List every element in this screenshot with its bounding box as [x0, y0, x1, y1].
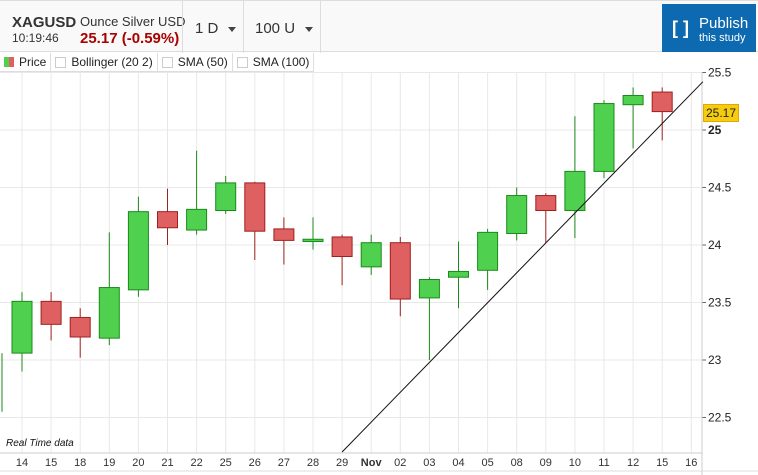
interval-dropdown[interactable]: 1 D	[195, 20, 237, 37]
divider	[320, 1, 321, 53]
x-tick-label: 26	[249, 457, 261, 469]
chevron-down-icon	[305, 26, 314, 32]
candle-down	[331, 236, 353, 257]
legend-sma100[interactable]: SMA (100)	[233, 53, 315, 71]
candle-down	[389, 242, 411, 300]
x-tick-label: 20	[132, 457, 144, 469]
candle-down	[69, 316, 91, 338]
candle-down	[273, 228, 295, 241]
x-tick-label: Nov	[361, 457, 383, 469]
candle-up	[622, 95, 644, 106]
publish-sublabel: this study	[699, 32, 746, 44]
checkbox[interactable]	[55, 56, 67, 68]
candle-down	[535, 195, 557, 212]
time: 10:19:46	[12, 31, 59, 45]
x-tick-label: 08	[511, 457, 523, 469]
realtime-note: Real Time data	[6, 438, 74, 449]
x-tick-label: 05	[481, 457, 493, 469]
x-tick-label: 04	[452, 457, 464, 469]
candle-up	[564, 170, 586, 211]
x-tick-label: 19	[103, 457, 115, 469]
trendline	[341, 81, 704, 453]
x-tick-label: 29	[336, 457, 348, 469]
legend: Price Bollinger (20 2) SMA (50) SMA (100…	[0, 53, 315, 72]
candle-down	[157, 211, 178, 229]
x-tick-label: 02	[394, 457, 406, 469]
y-tick-label: 25.5	[708, 66, 732, 80]
candle-up	[448, 270, 469, 278]
candle-down	[40, 300, 62, 325]
legend-bollinger[interactable]: Bollinger (20 2)	[51, 53, 158, 71]
x-tick-label: 10	[569, 457, 581, 469]
x-tick-label: 15	[45, 457, 57, 469]
x-tick-label: 09	[540, 457, 552, 469]
candle-up	[506, 195, 528, 235]
legend-label: SMA (50)	[177, 55, 228, 69]
candle-up	[302, 238, 324, 243]
publish-label: Publish	[699, 15, 749, 32]
y-tick-label: 24	[708, 238, 722, 252]
candle-up	[418, 279, 440, 299]
header: XAGUSD 10:19:46 Ounce Silver USD 25.17 (…	[0, 0, 758, 53]
units-dropdown[interactable]: 100 U	[255, 20, 314, 37]
divider	[182, 1, 183, 53]
x-tick-label: 03	[423, 457, 435, 469]
x-tick-label: 12	[627, 457, 639, 469]
symbol: XAGUSD	[12, 14, 77, 31]
x-tick-label: 11	[598, 457, 609, 469]
last-price-label: 25.17	[703, 104, 739, 122]
candle-down	[651, 91, 673, 113]
x-tick-label: 28	[307, 457, 319, 469]
bracket-icon: [ ]	[672, 18, 689, 38]
candle-up	[215, 182, 237, 211]
x-tick-label: 14	[16, 457, 28, 469]
legend-label: Bollinger (20 2)	[71, 55, 153, 69]
legend-label: Price	[19, 55, 47, 69]
x-tick-label: 25	[220, 457, 232, 469]
candle-up	[98, 287, 120, 339]
units-value: 100 U	[255, 20, 296, 37]
instrument-name: Ounce Silver USD	[80, 14, 186, 29]
x-tick-label: 18	[74, 457, 86, 469]
y-tick-label: 23	[708, 353, 722, 367]
candle-up	[593, 103, 615, 172]
x-tick-label: 21	[161, 457, 173, 469]
candle-up	[360, 242, 382, 268]
y-tick-label: 25	[708, 123, 722, 137]
divider	[243, 1, 244, 53]
candle-up	[477, 231, 499, 271]
checkbox[interactable]	[236, 56, 248, 68]
interval-value: 1 D	[195, 20, 219, 37]
x-tick-label: 22	[190, 457, 202, 469]
price-color-icon	[4, 57, 14, 67]
legend-sma50[interactable]: SMA (50)	[158, 53, 233, 71]
x-tick-label: 15	[656, 457, 668, 469]
y-tick-label: 22.5	[708, 411, 732, 425]
candle-up	[186, 208, 208, 231]
legend-label: SMA (100)	[252, 55, 310, 69]
x-tick-label: 27	[278, 457, 290, 469]
chevron-down-icon	[228, 26, 237, 32]
checkbox[interactable]	[161, 56, 173, 68]
price-change: 25.17 (-0.59%)	[80, 30, 180, 47]
y-tick-label: 24.5	[708, 181, 732, 195]
candle-up	[127, 211, 149, 291]
legend-price[interactable]: Price	[0, 53, 52, 71]
y-tick-label: 23.5	[708, 296, 732, 310]
candle-up	[11, 300, 33, 354]
candle-down	[244, 182, 266, 232]
x-tick-label: 16	[685, 457, 697, 469]
publish-button[interactable]: [ ] Publish this study	[662, 4, 756, 52]
